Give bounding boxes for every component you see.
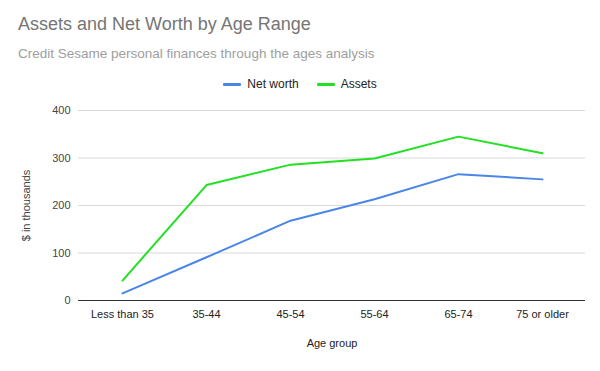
html-text:Net worth: Net worth bbox=[247, 76, 299, 91]
svg-text:100: 100 bbox=[52, 247, 70, 259]
svg-text:65-74: 65-74 bbox=[444, 308, 472, 320]
svg-text:300: 300 bbox=[52, 152, 70, 164]
html-text:Credit Sesame personal finance: Credit Sesame personal finances through … bbox=[18, 46, 375, 61]
svg-text:55-64: 55-64 bbox=[360, 308, 388, 320]
svg-text:45-54: 45-54 bbox=[276, 308, 304, 320]
svg-text:0: 0 bbox=[64, 294, 70, 306]
svg-text:Less than 35: Less than 35 bbox=[91, 308, 154, 320]
svg-text:$ in thousands: $ in thousands bbox=[20, 169, 32, 241]
svg-text:75 or older: 75 or older bbox=[516, 308, 569, 320]
svg-text:35-44: 35-44 bbox=[192, 308, 220, 320]
html-text:Assets: Assets bbox=[340, 76, 377, 91]
svg-text:400: 400 bbox=[52, 104, 70, 116]
svg-text:Age group: Age group bbox=[307, 337, 358, 349]
svg-text:200: 200 bbox=[52, 199, 70, 211]
html-text:Assets and Net Worth by Age Ra: Assets and Net Worth by Age Range bbox=[18, 14, 311, 34]
